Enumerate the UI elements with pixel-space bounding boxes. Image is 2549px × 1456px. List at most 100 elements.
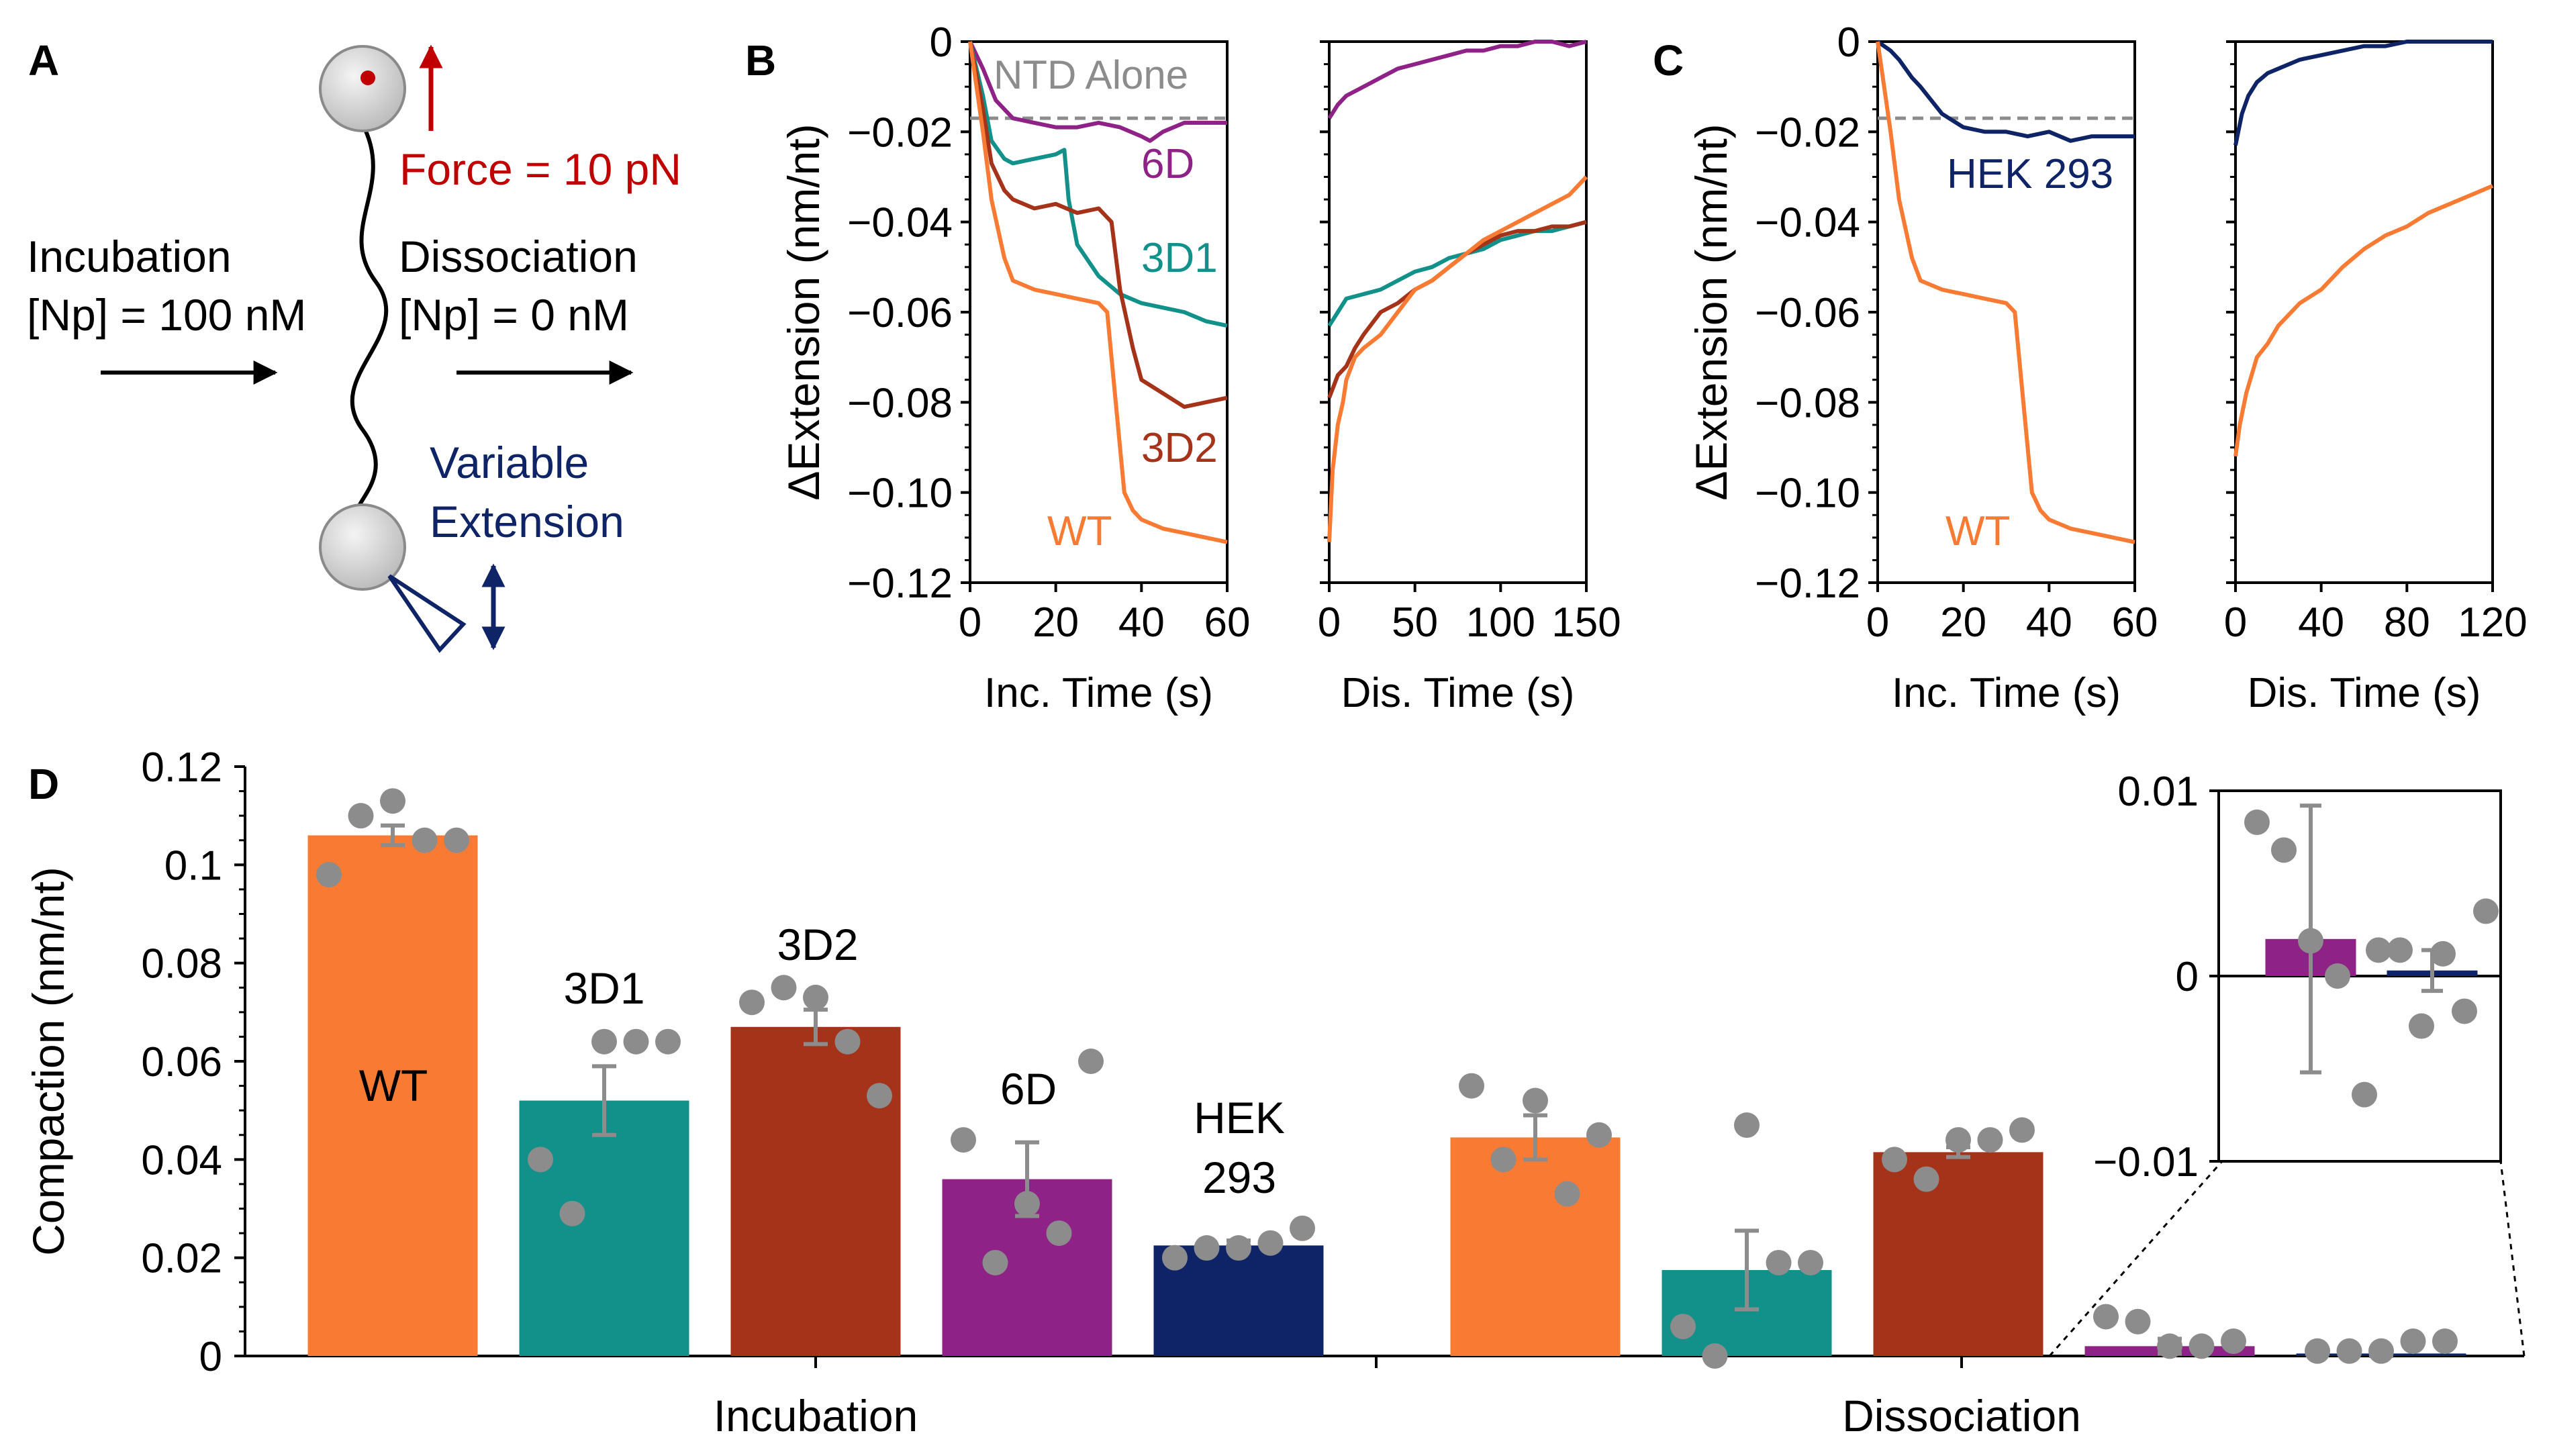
panel-b-incubation-plot: 0−0.02−0.04−0.06−0.08−0.10−0.120 20 40 60In… (779, 19, 1250, 716)
incubation-conc: [Np] = 100 nM (27, 290, 306, 340)
data-point (1734, 1112, 1760, 1138)
panel-d-bar-chart: 0 0.02 0.04 0.06 0.08 0.1 0.12 Compaction (nm/n… (23, 744, 2526, 1441)
x-tick-label: 0 (1318, 599, 1341, 646)
data-point (982, 1249, 1008, 1275)
data-point (1702, 1343, 1728, 1369)
data-point (1766, 1249, 1792, 1275)
data-point (1798, 1249, 1823, 1275)
data-point (380, 788, 405, 814)
inset-data-point (2298, 928, 2323, 954)
data-point (1554, 1181, 1580, 1207)
bar-label-line1: HEK (1194, 1093, 1285, 1143)
panel-c-incubation-plot: 0−0.02−0.04−0.06−0.08−0.10−0.120 20 40 60In… (1686, 19, 2158, 716)
bar-label: WT (359, 1061, 428, 1110)
x-tick-label: 120 (2458, 599, 2527, 646)
extension-label-line1: Variable (430, 438, 589, 487)
series-line-hek293 (1876, 40, 2135, 143)
data-point (739, 989, 765, 1016)
y-tick-label: 0.02 (141, 1236, 222, 1282)
x-tick-label: 0 (959, 599, 981, 646)
data-point (2125, 1308, 2151, 1334)
series-line-3d2 (1327, 220, 1587, 399)
data-point (1523, 1087, 1548, 1114)
data-point (1670, 1314, 1696, 1340)
data-point (655, 1028, 681, 1055)
data-point (1586, 1122, 1612, 1148)
data-point (444, 827, 469, 853)
y-tick-label: −0.10 (847, 471, 953, 517)
data-point (771, 975, 797, 1001)
series-line-6d (1327, 40, 1587, 119)
data-point (867, 1083, 892, 1109)
top-bead (319, 45, 406, 132)
y-tick-label: −0.08 (847, 380, 953, 426)
zoom-guide-line (2499, 1161, 2526, 1357)
x-axis-label: Inc. Time (s) (984, 670, 1213, 716)
data-point (2400, 1328, 2426, 1355)
panel-label-b: B (745, 36, 776, 85)
series-label-wt: WT (1945, 508, 2010, 554)
inset-data-point (2366, 937, 2391, 963)
data-point (834, 1028, 861, 1055)
data-point (1882, 1147, 1907, 1173)
data-point (2009, 1117, 2035, 1143)
panel-label-a: A (28, 36, 59, 85)
y-tick-label: −0.04 (847, 200, 953, 246)
panel-label-c: C (1653, 36, 1684, 85)
incubation-title: Incubation (27, 232, 232, 281)
inset-data-point (2387, 937, 2413, 963)
bar-label-line2: 293 (1202, 1153, 1276, 1202)
y-tick-label: 0 (1837, 19, 1860, 66)
inset-data-point (2452, 998, 2477, 1024)
data-point (1257, 1230, 1284, 1256)
data-point (412, 827, 438, 853)
data-point (2336, 1338, 2362, 1364)
data-point (1226, 1235, 1251, 1261)
y-tick-label: 0.1 (164, 842, 222, 889)
y-tick-label: −0.02 (1755, 109, 1860, 156)
series-label-wt: WT (1047, 508, 1112, 554)
series-line-6d (968, 40, 1227, 143)
data-point (2221, 1328, 2246, 1355)
data-point (1290, 1215, 1315, 1241)
inset-data-point (2325, 963, 2350, 989)
data-point (2157, 1333, 2182, 1359)
bar-label: 3D2 (777, 920, 858, 969)
reference-line-label: NTD Alone (994, 52, 1188, 97)
series-line-hek293 (2233, 40, 2493, 146)
data-point (2368, 1338, 2394, 1364)
x-tick-label: 150 (1551, 599, 1621, 646)
series-line-wt (968, 41, 1228, 544)
bar-label: 6D (1000, 1064, 1057, 1114)
series-label-hek293: HEK 293 (1947, 151, 2113, 197)
x-group-label: Incubation (714, 1391, 918, 1441)
inset-y-tick-label: 0.01 (2117, 769, 2199, 815)
data-point (2189, 1333, 2215, 1359)
x-tick-label: 60 (1204, 599, 1251, 646)
series-label-3d2: 3D2 (1141, 425, 1218, 471)
x-tick-label: 100 (1466, 599, 1535, 646)
panel-c-dissociation-plot: 0 40 80 120 Dis. Time (s) (2224, 40, 2528, 716)
dna-tether (350, 123, 389, 519)
panel-b-dissociation-plot: 0 50 100 150 Dis. Time (s) (1318, 40, 1621, 716)
y-tick-label: 0 (930, 19, 953, 66)
inset-data-point (2473, 898, 2499, 924)
data-point (1162, 1245, 1188, 1271)
inset-data-point (2430, 940, 2456, 967)
y-tick-label: −0.04 (1755, 200, 1860, 246)
y-tick-label: −0.06 (847, 290, 953, 336)
x-tick-label: 60 (2112, 599, 2158, 646)
bar-incubation-wt (307, 835, 478, 1356)
data-point (1078, 1049, 1104, 1074)
extension-label-line2: Extension (430, 497, 624, 546)
data-point (623, 1028, 649, 1055)
dissociation-conc: [Np] = 0 nM (399, 290, 629, 340)
data-point (1490, 1147, 1517, 1173)
x-tick-label: 40 (2026, 599, 2072, 646)
dissociation-title: Dissociation (399, 232, 638, 281)
y-tick-label: −0.10 (1755, 471, 1860, 517)
y-tick-label: −0.06 (1755, 290, 1860, 336)
y-axis-label: Compaction (nm/nt) (23, 867, 73, 1256)
series-line-3d2 (968, 41, 1228, 409)
